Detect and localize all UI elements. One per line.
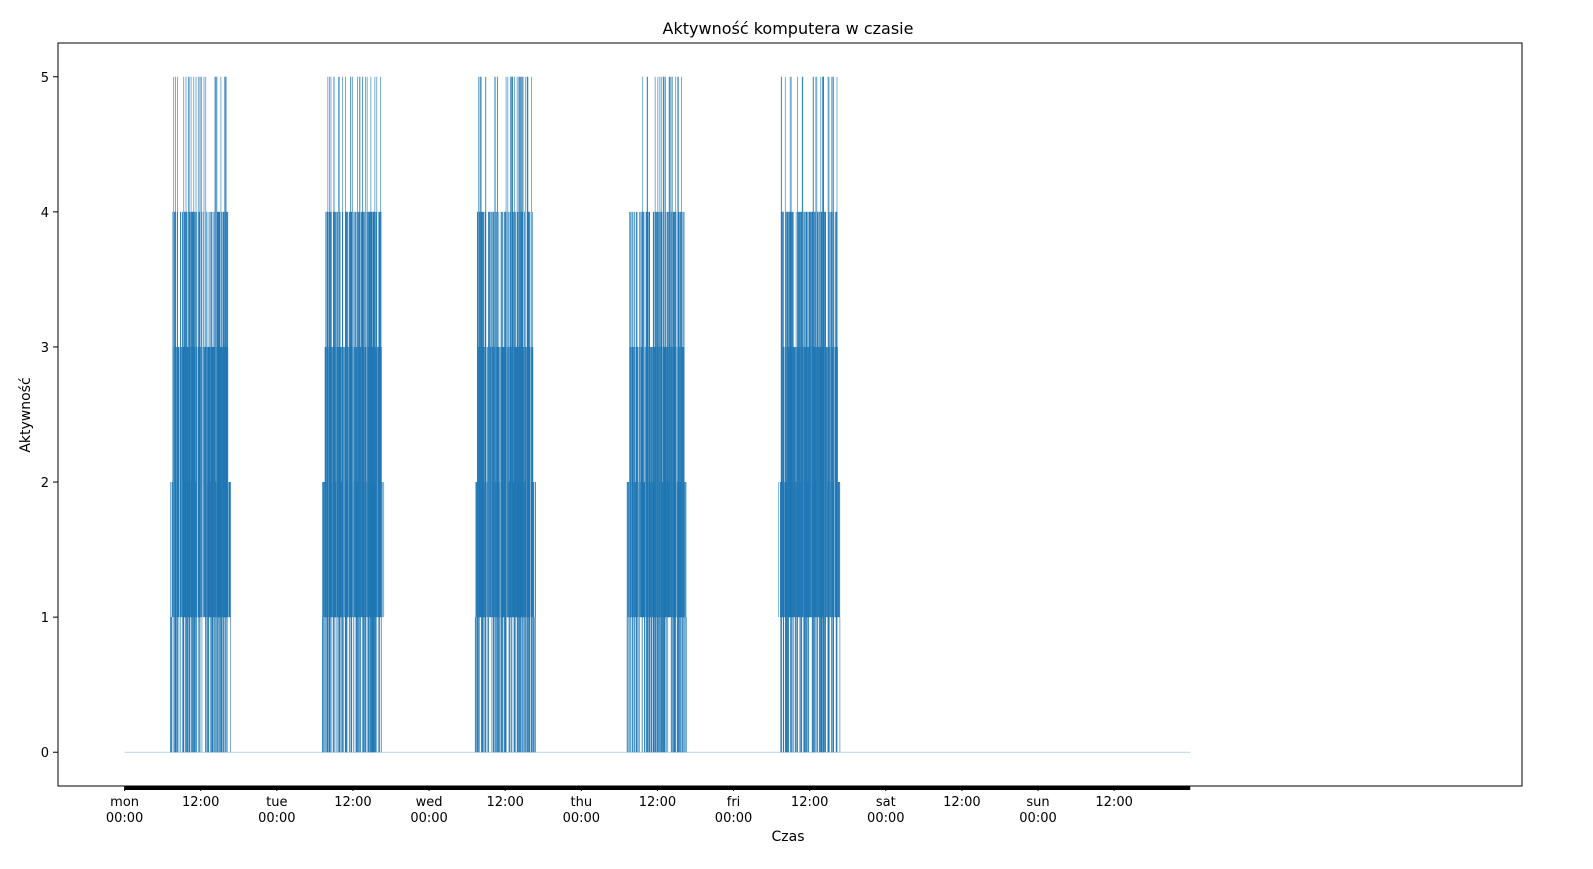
x-tick-label-11: 12:00 [943,795,980,810]
x-tick-label-13: 12:00 [1095,795,1132,810]
x-tick-label-4: wed [416,795,443,810]
y-tick-label-4: 4 [41,206,49,221]
x-tick-label-6-line2: 00:00 [563,811,600,826]
active-period-mon [170,76,231,753]
active-period-fri [778,76,841,753]
chart-title: Aktywność komputera w czasie [663,19,914,38]
x-tick-label-9: 12:00 [791,795,828,810]
active-period-wed [474,76,536,753]
y-tick-label-5: 5 [41,71,49,86]
x-tick-label-1: 12:00 [182,795,219,810]
activity-core-mon [172,346,229,618]
x-tick-label-2: tue [266,795,287,810]
plot-area [124,76,1191,753]
x-tick-label-0: mon [110,795,139,810]
x-tick-label-12: sun [1026,795,1049,810]
x-tick-label-0-line2: 00:00 [106,811,143,826]
y-tick-label-2: 2 [41,476,49,491]
y-axis-label: Aktywność [18,377,34,452]
x-tick-label-7: 12:00 [639,795,676,810]
x-tick-label-10: sat [876,795,896,810]
x-tick-label-8: fri [727,795,741,810]
active-period-thu [626,76,687,753]
x-tick-label-5: 12:00 [486,795,523,810]
activity-core-fri [781,346,838,618]
y-tick-label-0: 0 [41,746,49,761]
y-axis: 0 1 2 3 4 5 [41,71,58,761]
x-tick-label-6: thu [571,795,593,810]
x-minor-ticks [124,786,1191,790]
x-tick-label-10-line2: 00:00 [867,811,904,826]
x-tick-label-2-line2: 00:00 [258,811,295,826]
x-tick-label-3: 12:00 [334,795,371,810]
y-tick-label-1: 1 [41,611,49,626]
activity-core-wed [477,346,534,618]
x-tick-label-4-line2: 00:00 [410,811,447,826]
x-axis-label: Czas [772,829,805,845]
activity-core-thu [629,346,685,618]
y-tick-label-3: 3 [41,341,49,356]
activity-core-tue [324,346,382,618]
active-period-tue [322,76,385,753]
x-tick-label-12-line2: 00:00 [1019,811,1056,826]
x-tick-label-8-line2: 00:00 [715,811,752,826]
